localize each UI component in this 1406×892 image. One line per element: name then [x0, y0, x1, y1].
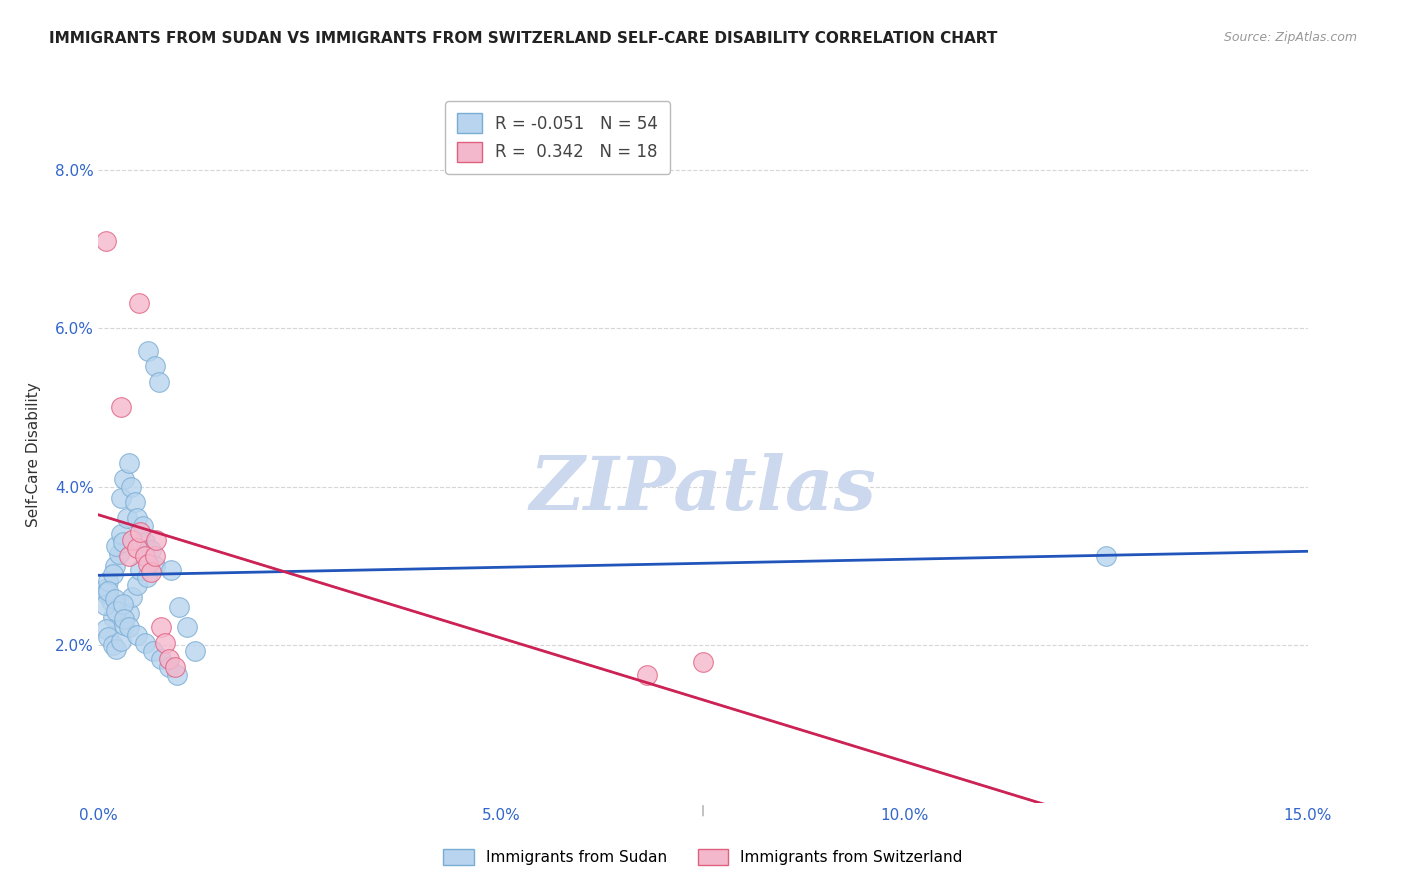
Point	[157, 652, 180, 666]
Legend: R = -0.051   N = 54, R =  0.342   N = 18: R = -0.051 N = 54, R = 0.342 N = 18	[446, 102, 669, 174]
Point	[118, 606, 141, 620]
Point	[127, 541, 149, 556]
Y-axis label: Self-Care Disability: Self-Care Disability	[25, 383, 41, 527]
Point	[148, 375, 170, 389]
Point	[105, 605, 128, 619]
Point	[139, 565, 162, 579]
Point	[121, 533, 143, 548]
Point	[97, 574, 120, 589]
Point	[150, 620, 173, 634]
Point	[101, 566, 124, 581]
Point	[138, 343, 160, 358]
Point	[107, 547, 129, 561]
Point	[692, 655, 714, 669]
Point	[143, 359, 166, 374]
Point	[110, 491, 132, 506]
Point	[139, 542, 162, 557]
Point	[101, 638, 124, 652]
Text: IMMIGRANTS FROM SUDAN VS IMMIGRANTS FROM SWITZERLAND SELF-CARE DISABILITY CORREL: IMMIGRANTS FROM SUDAN VS IMMIGRANTS FROM…	[49, 31, 998, 46]
Point	[128, 296, 150, 310]
Point	[129, 525, 152, 540]
Point	[118, 620, 141, 634]
Point	[112, 472, 135, 486]
Point	[150, 652, 173, 666]
Point	[176, 620, 198, 634]
Legend: Immigrants from Sudan, Immigrants from Switzerland: Immigrants from Sudan, Immigrants from S…	[437, 843, 969, 871]
Text: Source: ZipAtlas.com: Source: ZipAtlas.com	[1223, 31, 1357, 45]
Point	[94, 598, 117, 612]
Point	[163, 660, 186, 674]
Point	[167, 599, 190, 614]
Point	[134, 636, 156, 650]
Point	[142, 644, 165, 658]
Point	[96, 235, 118, 249]
Point	[111, 534, 134, 549]
Point	[118, 456, 141, 470]
Point	[160, 563, 183, 577]
Point	[110, 527, 132, 541]
Point	[94, 582, 117, 597]
Point	[120, 479, 142, 493]
Point	[138, 557, 160, 571]
Point	[96, 622, 118, 636]
Point	[101, 610, 124, 624]
Text: ZIPatlas: ZIPatlas	[530, 453, 876, 526]
Point	[636, 667, 658, 681]
Point	[143, 549, 166, 563]
Point	[110, 401, 132, 415]
Point	[121, 591, 143, 605]
Point	[145, 533, 167, 548]
Point	[97, 630, 120, 644]
Point	[105, 539, 128, 553]
Point	[112, 618, 135, 632]
Point	[118, 549, 141, 563]
Point	[132, 519, 155, 533]
Point	[127, 511, 149, 525]
Point	[100, 594, 122, 608]
Point	[129, 563, 152, 577]
Point	[96, 586, 118, 600]
Point	[184, 644, 207, 658]
Point	[135, 570, 157, 584]
Point	[103, 558, 125, 573]
Point	[127, 628, 149, 642]
Point	[134, 549, 156, 563]
Point	[105, 641, 128, 656]
Point	[112, 612, 135, 626]
Point	[115, 511, 138, 525]
Point	[110, 633, 132, 648]
Point	[103, 591, 125, 606]
Point	[1095, 549, 1118, 563]
Point	[143, 558, 166, 573]
Point	[97, 583, 120, 598]
Point	[127, 578, 149, 592]
Point	[124, 495, 146, 509]
Point	[134, 534, 156, 549]
Point	[166, 667, 188, 681]
Point	[157, 660, 180, 674]
Point	[111, 597, 134, 611]
Point	[153, 636, 176, 650]
